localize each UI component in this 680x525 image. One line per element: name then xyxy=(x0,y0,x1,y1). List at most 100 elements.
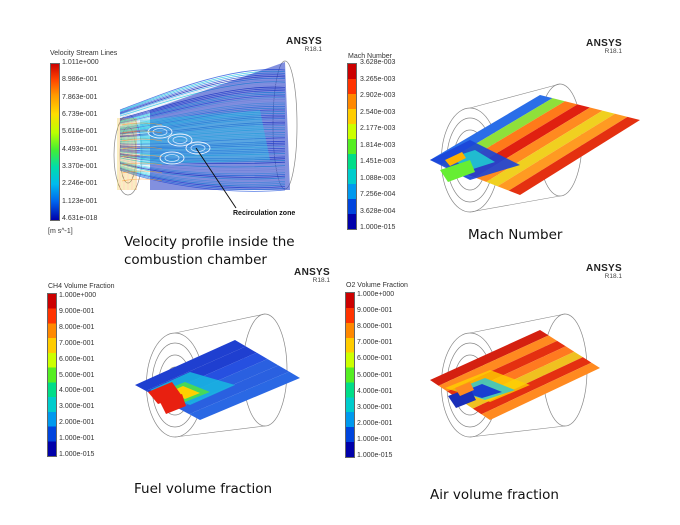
recirculation-eddy xyxy=(173,137,187,144)
streamline xyxy=(120,106,285,128)
inlet-streak xyxy=(122,139,162,141)
outlet-dome xyxy=(538,84,582,196)
streamline xyxy=(120,166,285,183)
ch4-legend-title: CH4 Volume Fraction xyxy=(48,283,115,290)
streamline xyxy=(120,152,285,156)
o2-inlet xyxy=(455,382,474,396)
streamline xyxy=(120,165,285,181)
mach-strip xyxy=(453,101,578,173)
chamber-ring xyxy=(454,355,487,415)
streamline xyxy=(120,162,285,175)
velocity-jet xyxy=(140,110,270,165)
streamline xyxy=(120,96,285,123)
recirculation-eddy xyxy=(168,134,192,146)
o2-colorbar xyxy=(345,292,355,458)
legend-value: 9.000e-001 xyxy=(357,307,392,315)
inlet-streak xyxy=(122,171,162,173)
legend-value: 8.000e-001 xyxy=(357,323,392,331)
streamline xyxy=(120,169,285,189)
chamber-ring xyxy=(152,343,198,427)
legend-value: 2.000e-001 xyxy=(59,419,94,427)
legend-value: 1.088e-003 xyxy=(360,175,395,183)
streamline xyxy=(120,108,285,129)
streamline xyxy=(120,113,285,131)
streamline xyxy=(120,89,285,120)
ch4-inlet xyxy=(148,382,182,404)
streamline xyxy=(120,126,285,138)
mach-inlet xyxy=(440,160,475,182)
streamline xyxy=(120,98,285,124)
streamline xyxy=(120,103,285,127)
legend-value: 7.863e-001 xyxy=(62,94,97,102)
streamline xyxy=(120,120,285,135)
o2-mix xyxy=(462,384,502,398)
velocity-core xyxy=(150,62,290,190)
streamline xyxy=(120,161,285,174)
streamline xyxy=(120,105,285,128)
streamline xyxy=(120,160,285,172)
streamline xyxy=(120,78,285,114)
o2-mix xyxy=(445,370,530,402)
legend-value: 3.628e-004 xyxy=(360,208,395,216)
streamline xyxy=(120,124,285,137)
ch4-strip xyxy=(157,353,268,403)
ch4-strip xyxy=(189,372,300,420)
streamline xyxy=(120,73,285,112)
legend-value: 3.265e-003 xyxy=(360,76,395,84)
o2-strip xyxy=(430,330,549,386)
legend-value: 1.000e-015 xyxy=(360,224,395,232)
streamline xyxy=(120,75,285,113)
legend-value: 4.000e-001 xyxy=(357,388,392,396)
mach-colorbar xyxy=(347,63,357,230)
ch4-plume xyxy=(150,372,235,405)
inlet-streak xyxy=(122,179,162,181)
recirculation-pointer-line xyxy=(196,148,236,208)
legend-value: 6.000e-001 xyxy=(59,356,94,364)
outlet-dome xyxy=(543,314,587,426)
chamber-edge xyxy=(175,314,265,333)
legend-value: 5.000e-001 xyxy=(357,372,392,380)
streamline xyxy=(120,163,285,177)
legend-value: 1.000e-015 xyxy=(59,451,94,459)
legend-value: 1.000e+000 xyxy=(357,291,394,299)
streamline xyxy=(120,170,285,191)
o2-strip xyxy=(473,357,592,414)
legend-value: 1.000e+000 xyxy=(59,292,96,300)
legend-value: 1.000e-001 xyxy=(357,436,392,444)
legend-value: 4.493e-001 xyxy=(62,146,97,154)
inlet-streak xyxy=(122,155,162,157)
legend-value: 2.177e-003 xyxy=(360,125,395,133)
streamline xyxy=(120,87,285,119)
ch4-strip xyxy=(135,340,246,391)
streamline xyxy=(120,133,285,142)
streamline xyxy=(120,159,285,169)
outlet-dome xyxy=(243,314,287,426)
streamline xyxy=(120,119,285,135)
legend-value: 1.451e-003 xyxy=(360,158,395,166)
streamline xyxy=(120,80,285,115)
streamline xyxy=(120,157,285,165)
streamline xyxy=(120,82,285,116)
ch4-plume xyxy=(160,382,210,402)
velocity-colorbar xyxy=(50,63,60,221)
legend-value: 3.000e-001 xyxy=(357,404,392,412)
chamber-edge xyxy=(470,426,565,437)
streamline xyxy=(120,141,285,146)
streamline xyxy=(120,84,285,117)
streamline xyxy=(120,155,285,162)
streamline xyxy=(120,136,285,143)
legend-value: 6.739e-001 xyxy=(62,111,97,119)
chamber-ring xyxy=(460,142,480,178)
o2-strip xyxy=(481,363,600,420)
streamline xyxy=(120,154,285,160)
mach-caption: Mach Number xyxy=(468,226,562,244)
o2-strip xyxy=(439,335,558,391)
inlet-streak xyxy=(122,163,162,165)
streamline xyxy=(120,134,285,142)
chamber-ring xyxy=(441,108,498,212)
streamline xyxy=(120,138,285,144)
streamline xyxy=(120,147,285,150)
streamline xyxy=(120,94,285,122)
ch4-strip xyxy=(168,359,279,408)
chamber-ring xyxy=(165,367,185,403)
